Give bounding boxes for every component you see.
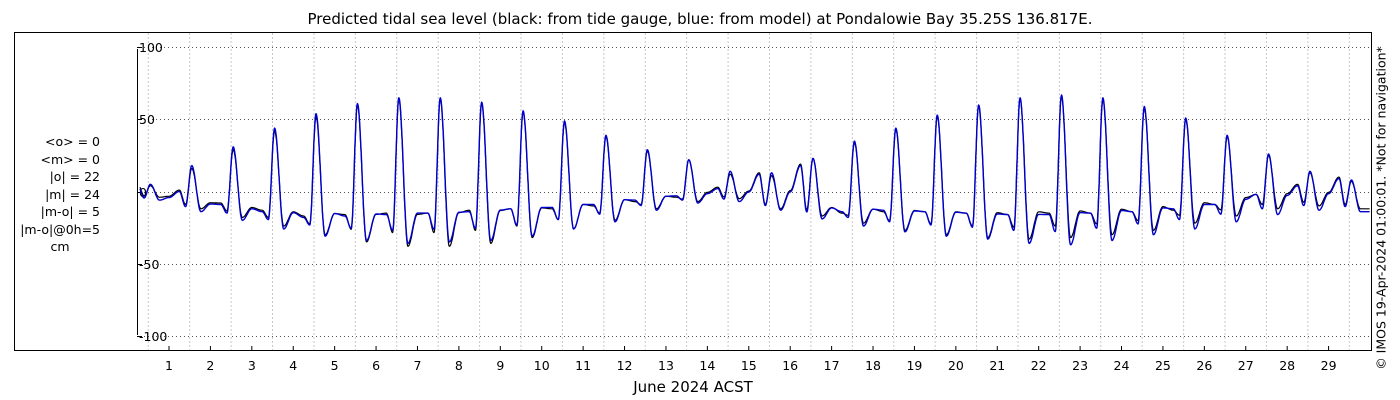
stat-abs-model: |m| = 24 xyxy=(45,186,100,202)
y-tick-label: 50 xyxy=(139,112,155,127)
x-tick-label: 21 xyxy=(989,358,1005,373)
x-tick-label: 17 xyxy=(824,358,840,373)
stat-mean-observed: <o> = 0 xyxy=(45,134,100,149)
x-tick-label: 6 xyxy=(372,358,380,373)
x-tick-label: 13 xyxy=(658,358,674,373)
y-ticks: -100 -50 0 50 100 xyxy=(137,40,167,344)
x-tick-label: 11 xyxy=(575,358,591,373)
plot-frame xyxy=(14,32,1372,351)
y-tick-label: 100 xyxy=(139,40,163,55)
series xyxy=(139,94,1370,247)
x-tick-label: 5 xyxy=(331,358,339,373)
x-tick-label: 24 xyxy=(1114,358,1130,373)
x-tick-label: 29 xyxy=(1321,358,1337,373)
x-tick-label: 14 xyxy=(699,358,715,373)
x-tick-label: 27 xyxy=(1238,358,1254,373)
x-axis-label: June 2024 ACST xyxy=(632,378,753,396)
x-tick-label: 10 xyxy=(534,358,550,373)
x-tick-label: 7 xyxy=(413,358,421,373)
x-tick-label: 20 xyxy=(948,358,964,373)
grid xyxy=(140,33,1370,350)
y-tick-label: -50 xyxy=(139,257,159,272)
x-ticks: 1 2 3 4 5 6 7 8 9 10 11 12 13 14 15 16 17 18 19 20 21 22 23 24 2… xyxy=(165,346,1337,373)
y-tick-label: 0 xyxy=(139,185,147,200)
x-tick-label: 23 xyxy=(1072,358,1088,373)
x-tick-label: 28 xyxy=(1279,358,1295,373)
x-tick-label: 4 xyxy=(289,358,297,373)
x-tick-label: 22 xyxy=(1031,358,1047,373)
x-tick-label: 2 xyxy=(206,358,214,373)
x-tick-label: 3 xyxy=(248,358,256,373)
stat-abs-observed: |o| = 22 xyxy=(49,169,100,184)
y-tick-label: -100 xyxy=(139,329,167,344)
copyright-text: © IMOS 19-Apr-2024 01:00:01. *Not for na… xyxy=(1373,46,1389,370)
stat-abs-difference: |m-o| = 5 xyxy=(40,204,100,219)
stat-difference-at-zero-hour: |m-o|@0h=5 xyxy=(20,221,100,237)
chart-title: Predicted tidal sea level (black: from t… xyxy=(307,10,1093,28)
x-tick-label: 16 xyxy=(782,358,798,373)
x-tick-label: 26 xyxy=(1196,358,1212,373)
stats-unit: cm xyxy=(50,239,70,254)
stat-mean-model: <m> = 0 xyxy=(40,151,101,167)
x-tick-label: 19 xyxy=(906,358,922,373)
x-tick-label: 12 xyxy=(617,358,633,373)
x-tick-label: 9 xyxy=(496,358,504,373)
x-tick-label: 25 xyxy=(1155,358,1171,373)
series-line-model xyxy=(139,94,1370,246)
x-tick-label: 18 xyxy=(865,358,881,373)
x-tick-label: 15 xyxy=(741,358,757,373)
x-tick-label: 1 xyxy=(165,358,173,373)
x-tick-label: 8 xyxy=(455,358,463,373)
statistics-panel: <o> = 0 <m> = 0 |o| = 22 |m| = 24 |m-o| … xyxy=(0,133,100,256)
